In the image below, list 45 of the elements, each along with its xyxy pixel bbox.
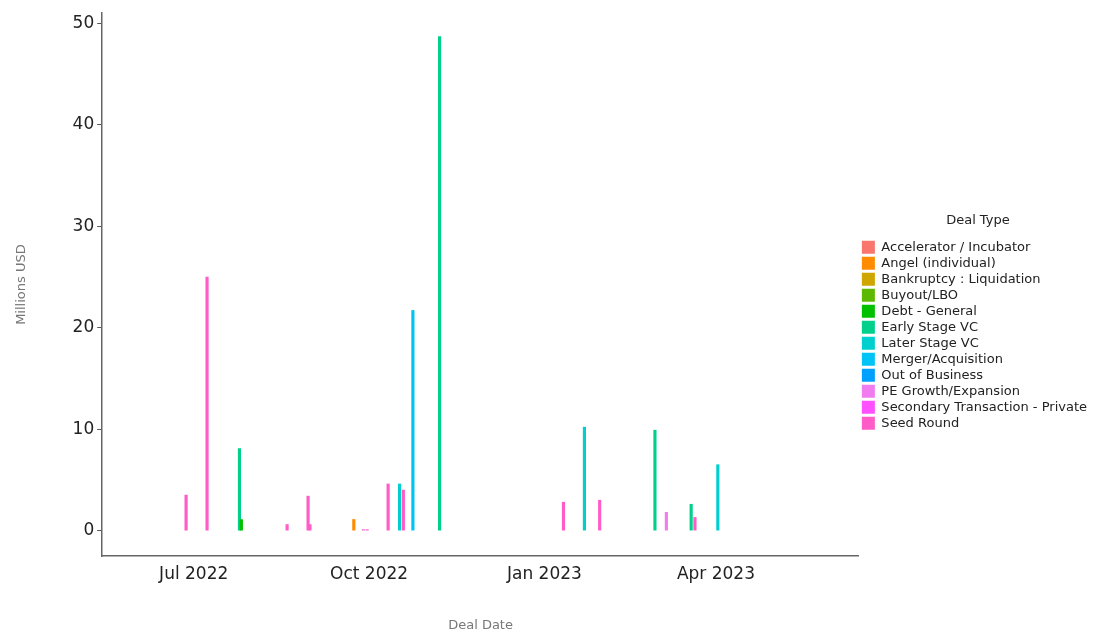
- bar: [239, 519, 243, 531]
- bar: [401, 489, 405, 531]
- bar: [598, 499, 602, 531]
- bar: [397, 483, 402, 531]
- legend-label: Merger/Acquisition: [881, 350, 1003, 366]
- legend-label: Out of Business: [881, 366, 984, 382]
- legend-title: Deal Type: [946, 212, 1010, 228]
- bar: [689, 503, 693, 531]
- x-tick-label: Oct 2022: [330, 562, 409, 583]
- y-tick-label: 30: [72, 214, 95, 235]
- bar: [561, 501, 566, 531]
- x-axis-title: Deal Date: [448, 616, 513, 632]
- bar: [693, 517, 697, 531]
- bar: [716, 464, 720, 531]
- bar: [653, 429, 657, 531]
- bar: [386, 483, 390, 531]
- y-axis-title: Millions USD: [13, 244, 29, 325]
- bar: [411, 310, 415, 531]
- y-tick-label: 50: [72, 11, 95, 32]
- legend-label: Later Stage VC: [881, 334, 979, 350]
- x-tick-label: Jan 2023: [505, 562, 582, 583]
- bar: [664, 512, 668, 531]
- x-tick-label: Apr 2023: [676, 562, 755, 583]
- legend-label: Buyout/LBO: [881, 286, 959, 302]
- bar: [285, 524, 289, 531]
- legend-label: Angel (individual): [881, 254, 996, 270]
- y-tick-label: 0: [83, 519, 95, 540]
- bar: [237, 448, 242, 531]
- legend-label: Accelerator / Incubator: [881, 238, 1032, 254]
- legend-label: Secondary Transaction - Private: [881, 398, 1088, 414]
- legend-label: Early Stage VC: [881, 318, 979, 334]
- y-tick-label: 10: [72, 417, 95, 438]
- bar: [582, 426, 586, 531]
- bar: [205, 276, 209, 531]
- bar: [438, 36, 442, 531]
- bar: [352, 519, 356, 531]
- y-tick-label: 20: [72, 316, 95, 337]
- legend-label: Debt - General: [881, 302, 977, 318]
- legend-label: Seed Round: [881, 414, 960, 430]
- legend-label: Bankruptcy : Liquidation: [881, 270, 1041, 286]
- bar: [306, 495, 310, 531]
- x-tick-label: Jul 2022: [158, 562, 229, 583]
- legend-label: PE Growth/Expansion: [881, 382, 1020, 398]
- bar: [184, 494, 188, 531]
- y-tick-label: 40: [72, 113, 95, 134]
